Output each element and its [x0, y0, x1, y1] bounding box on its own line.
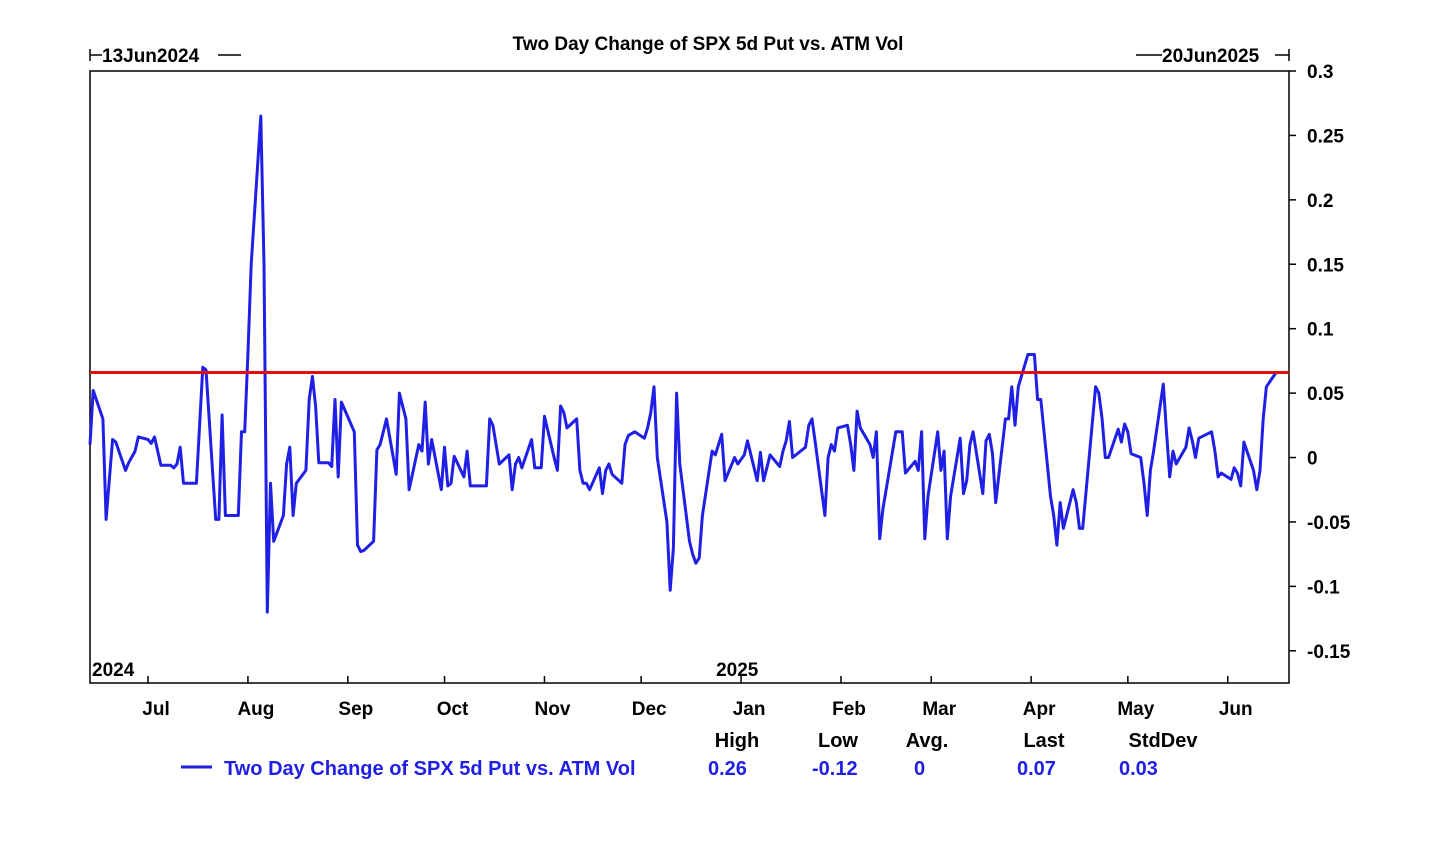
y-tick-label: 0.2 — [1307, 191, 1333, 212]
start-date-label: 13Jun2024 — [102, 46, 200, 67]
end-date-marker: 20Jun2025 — [1136, 46, 1290, 67]
x-tick-label: May — [1117, 699, 1154, 720]
x-tick-label: Jul — [142, 699, 169, 720]
y-tick-label: 0.25 — [1307, 126, 1344, 147]
y-tick-label: 0.15 — [1307, 255, 1344, 276]
legend-stats: High 0.26 Low -0.12 Avg. 0 Last 0.07 StdDev 0.03 — [708, 730, 1198, 780]
y-tick-label: 0 — [1307, 449, 1318, 470]
legend-stat-header: Last — [1023, 730, 1064, 752]
legend-stat-value: 0.07 — [1017, 758, 1056, 780]
y-tick-label: -0.15 — [1307, 642, 1351, 663]
x-tick-label: Mar — [922, 699, 956, 720]
legend-series-name: Two Day Change of SPX 5d Put vs. ATM Vol — [224, 758, 636, 780]
x-tick-label: Dec — [632, 699, 667, 720]
y-axis: 0.3 0.25 0.2 0.15 0.1 0.05 0 -0.05 -0.1 -0.15 — [1289, 62, 1351, 663]
y-tick-label: 0.1 — [1307, 320, 1334, 341]
legend-stat-header: Low — [818, 730, 858, 752]
legend-stat-value: -0.12 — [812, 758, 858, 780]
legend-stat-value: 0 — [914, 758, 925, 780]
year-label: 2024 — [92, 660, 135, 681]
legend: Two Day Change of SPX 5d Put vs. ATM Vol… — [181, 730, 1198, 780]
y-tick-label: -0.1 — [1307, 577, 1340, 598]
year-labels: 2024 2025 — [92, 660, 759, 681]
y-tick-label: 0.05 — [1307, 384, 1344, 405]
x-tick-label: Feb — [832, 699, 866, 720]
y-tick-label: -0.05 — [1307, 513, 1351, 534]
end-date-label: 20Jun2025 — [1162, 46, 1260, 67]
year-label: 2025 — [716, 660, 759, 681]
x-tick-label: Aug — [237, 699, 274, 720]
y-tick-label: 0.3 — [1307, 62, 1333, 83]
x-tick-label: Oct — [437, 699, 469, 720]
legend-stat-value: 0.26 — [708, 758, 747, 780]
x-axis: Jul Aug Sep Oct Nov Dec Jan Feb Mar Apr May Jun — [142, 676, 1253, 720]
x-tick-label: Jun — [1219, 699, 1253, 720]
plot-frame — [89, 70, 1290, 684]
legend-stat-header: Avg. — [906, 730, 949, 752]
x-tick-label: Nov — [535, 699, 571, 720]
x-tick-label: Sep — [338, 699, 373, 720]
start-date-marker: 13Jun2024 — [89, 46, 241, 67]
legend-stat-header: StdDev — [1129, 730, 1199, 752]
x-tick-label: Jan — [733, 699, 766, 720]
chart-title: Two Day Change of SPX 5d Put vs. ATM Vol — [513, 34, 904, 55]
series-line — [88, 114, 1278, 614]
legend-stat-value: 0.03 — [1119, 758, 1158, 780]
legend-stat-header: High — [715, 730, 759, 752]
x-tick-label: Apr — [1023, 699, 1056, 720]
